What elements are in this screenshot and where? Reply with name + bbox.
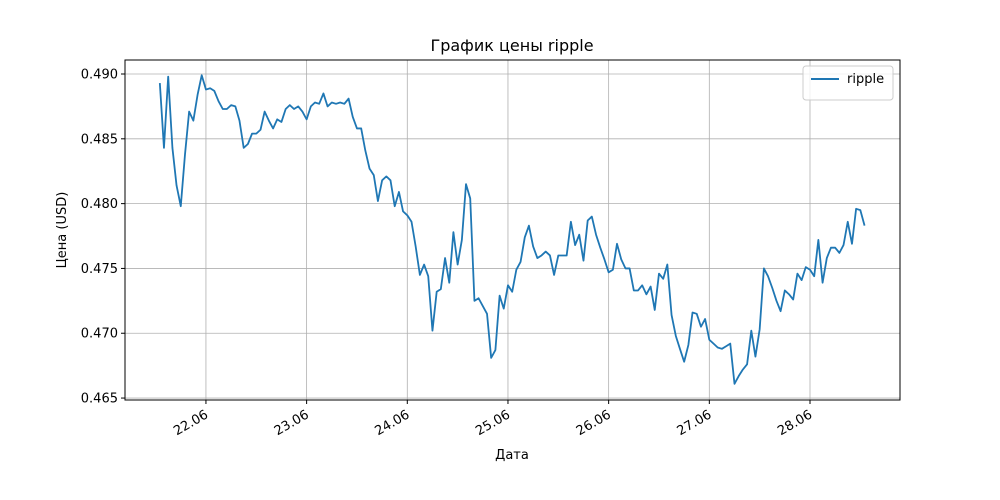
x-tick-label: 27.06	[675, 407, 715, 439]
x-tick-label: 22.06	[171, 407, 211, 439]
y-tick-label: 0.490	[81, 67, 118, 82]
x-tick-label: 24.06	[373, 407, 413, 439]
y-tick-label: 0.465	[81, 392, 118, 407]
x-tick-label: 28.06	[775, 407, 815, 439]
x-tick-label: 26.06	[574, 407, 614, 439]
y-tick-label: 0.480	[81, 197, 118, 212]
y-tick-label: 0.470	[81, 327, 118, 342]
x-tick-label: 25.06	[473, 407, 513, 439]
plot-frame	[124, 59, 901, 401]
x-axis-label: Дата	[495, 448, 529, 463]
x-tick-label: 23.06	[272, 407, 312, 439]
legend-box	[802, 65, 894, 101]
y-tick-label: 0.475	[81, 262, 118, 277]
legend-label: ripple	[847, 72, 884, 87]
chart-title: График цены ripple	[430, 36, 593, 55]
y-tick-label: 0.485	[81, 132, 118, 147]
price-line	[158, 74, 866, 385]
y-axis-label: Цена (USD)	[55, 192, 70, 269]
